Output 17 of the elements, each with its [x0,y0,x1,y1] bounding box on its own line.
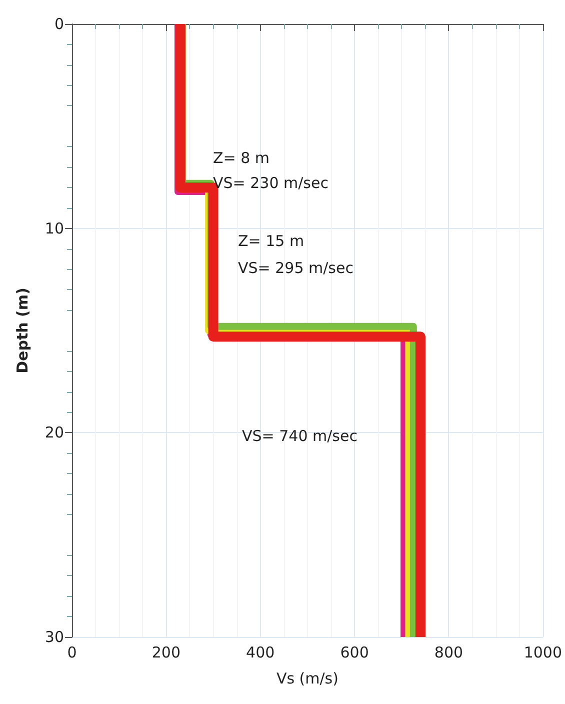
annotation: VS= 230 m/sec [213,174,328,192]
y-tick-label: 10 [44,219,64,238]
y-axis-title: Depth (m) [14,288,32,374]
annotation: Z= 15 m [238,232,304,250]
x-tick-label: 800 [434,644,464,662]
x-tick-label: 600 [340,644,369,662]
x-tick-label: 0 [67,644,77,662]
annotation: VS= 295 m/sec [238,259,354,277]
y-tick-label: 30 [44,628,64,646]
x-tick-label: 200 [152,644,181,662]
y-tick-label: 0 [54,15,64,33]
annotation: Z= 8 m [213,149,270,167]
x-axis-title: Vs (m/s) [276,670,338,688]
y-tick-label: 20 [44,424,64,442]
x-tick-label: 1000 [524,644,562,662]
annotation: VS= 740 m/sec [242,427,358,445]
x-tick-label: 400 [246,644,275,662]
